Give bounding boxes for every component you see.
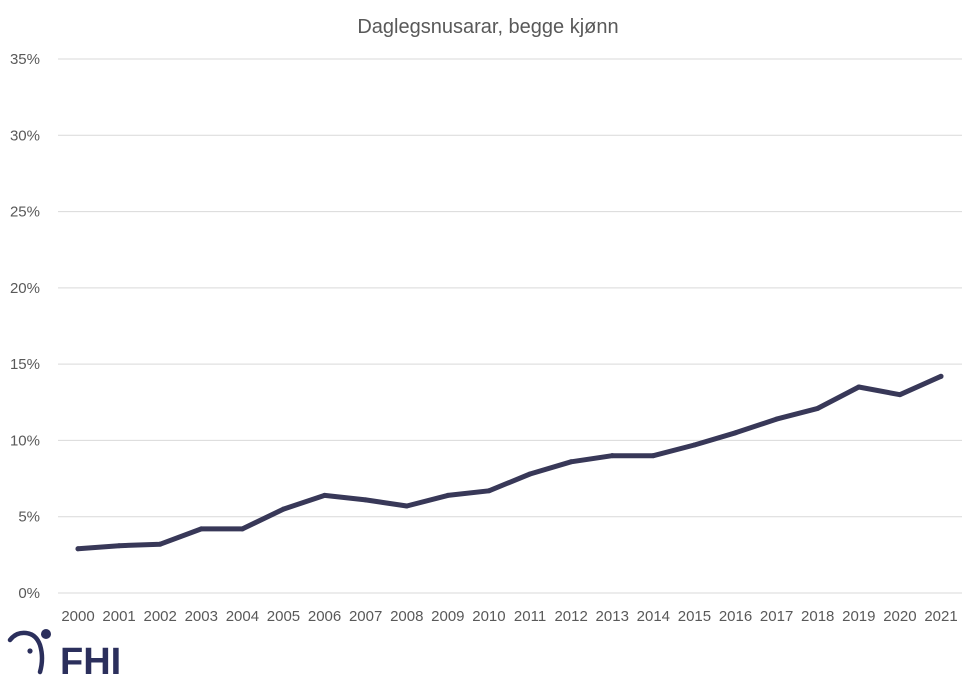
- grid-layer: [58, 58, 962, 594]
- data-point: [774, 416, 780, 422]
- x-tick-label: 2007: [349, 608, 382, 625]
- x-tick-label: 2003: [185, 608, 218, 625]
- data-point: [527, 471, 533, 477]
- x-tick-label: 2001: [102, 608, 135, 625]
- series-line: [75, 373, 944, 552]
- x-tick-label: 2014: [637, 608, 670, 625]
- x-tick-label: 2005: [267, 608, 300, 625]
- data-point: [322, 492, 328, 498]
- x-tick-label: 2000: [61, 608, 94, 625]
- data-point: [280, 506, 286, 512]
- data-point: [691, 442, 697, 448]
- y-tick-label: 5%: [18, 509, 40, 526]
- x-tick-label: 2004: [226, 608, 259, 625]
- data-point: [239, 526, 245, 532]
- data-point: [856, 384, 862, 390]
- y-tick-label: 0%: [18, 585, 40, 602]
- y-tick-label: 10%: [10, 432, 40, 449]
- data-point: [938, 373, 944, 379]
- series-layer: [75, 373, 944, 552]
- data-point: [568, 459, 574, 465]
- x-tick-label: 2019: [842, 608, 875, 625]
- fhi-logo-mark-icon: [7, 629, 51, 675]
- x-tick-label: 2013: [596, 608, 629, 625]
- x-tick-label: 2008: [390, 608, 423, 625]
- data-point: [445, 492, 451, 498]
- x-tick-label: 2021: [924, 608, 957, 625]
- x-tick-label: 2018: [801, 608, 834, 625]
- data-point: [75, 546, 81, 552]
- y-tick-label: 25%: [10, 204, 40, 221]
- data-point: [815, 405, 821, 411]
- data-point: [733, 430, 739, 436]
- x-tick-label: 2015: [678, 608, 711, 625]
- data-point: [116, 543, 122, 549]
- data-point: [650, 453, 656, 459]
- data-point: [486, 488, 492, 494]
- data-point: [404, 503, 410, 509]
- y-tick-label: 35%: [10, 51, 40, 68]
- x-tick-label: 2009: [431, 608, 464, 625]
- fhi-logo-text: FHI: [60, 641, 121, 683]
- y-tick-label: 20%: [10, 280, 40, 297]
- data-point: [157, 541, 163, 547]
- x-tick-label: 2016: [719, 608, 752, 625]
- y-axis: 0% 5% 10% 15% 20% 25% 30% 35%: [10, 51, 40, 602]
- data-point: [363, 497, 369, 503]
- x-tick-label: 2012: [554, 608, 587, 625]
- x-tick-label: 2010: [472, 608, 505, 625]
- y-tick-label: 30%: [10, 127, 40, 144]
- x-tick-label: 2002: [144, 608, 177, 625]
- y-tick-label: 15%: [10, 356, 40, 373]
- x-tick-label: 2020: [883, 608, 916, 625]
- chart-title: Daglegsnusarar, begge kjønn: [357, 16, 618, 38]
- x-axis: 2000 2001 2002 2003 2004 2005 2006 2007 2008 2009…: [61, 608, 957, 625]
- x-tick-label: 2006: [308, 608, 341, 625]
- data-point: [897, 392, 903, 398]
- fhi-logo: FHI: [7, 629, 121, 683]
- x-tick-label: 2011: [514, 608, 546, 625]
- data-point: [198, 526, 204, 532]
- x-tick-label: 2017: [760, 608, 793, 625]
- data-point: [609, 453, 615, 459]
